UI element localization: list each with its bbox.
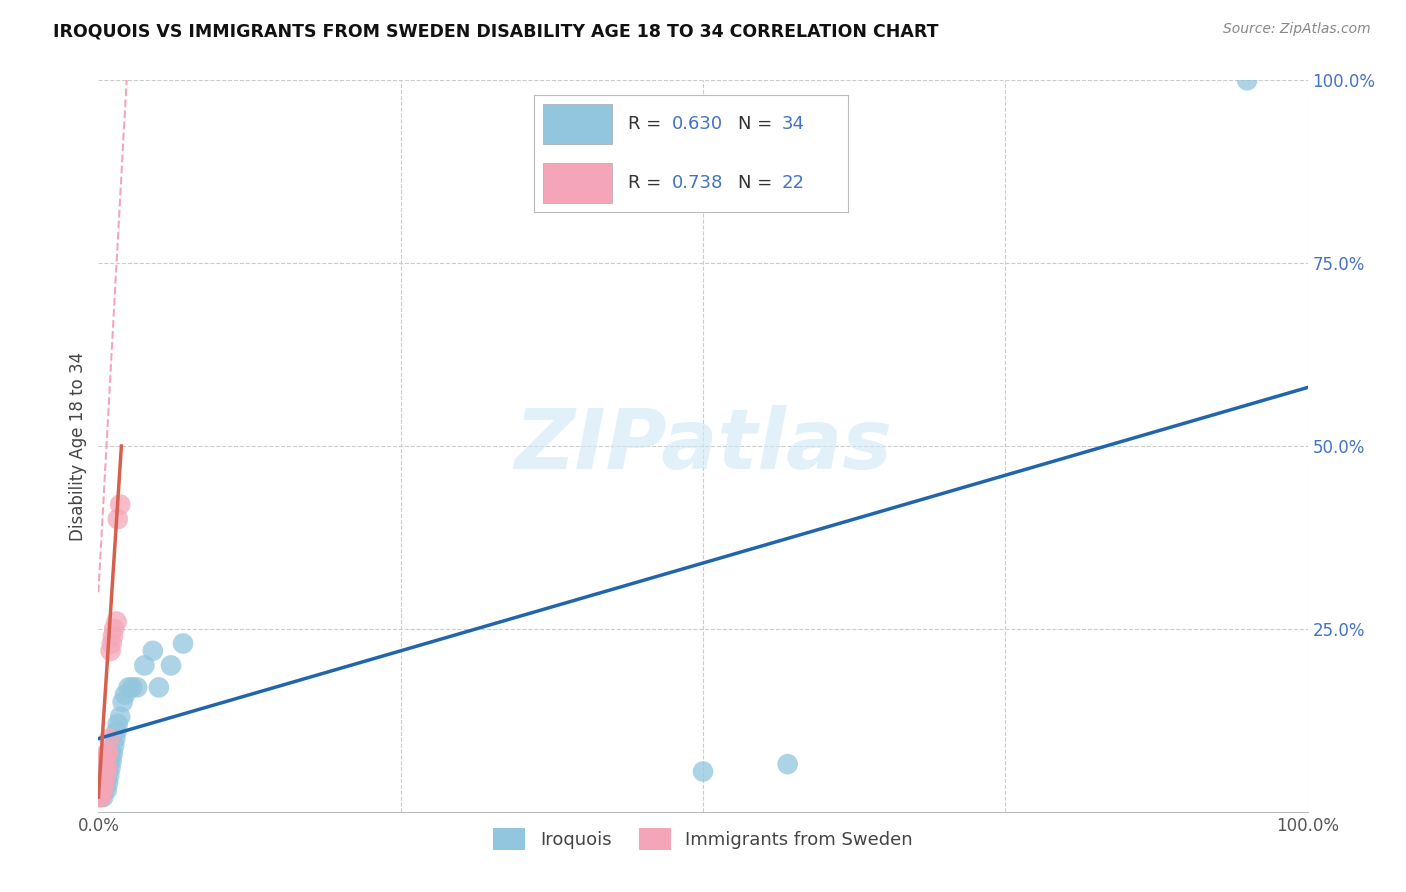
Legend: Iroquois, Immigrants from Sweden: Iroquois, Immigrants from Sweden: [485, 821, 921, 857]
Point: [98, 731, 121, 746]
Point: [692, 764, 714, 779]
Point: [118, 681, 141, 695]
Point: [121, 681, 143, 695]
Point: [160, 658, 183, 673]
Point: [148, 681, 170, 695]
Point: [97, 775, 120, 789]
Point: [142, 644, 165, 658]
Point: [108, 709, 131, 723]
Point: [91, 768, 114, 782]
Point: [94, 768, 117, 782]
Point: [105, 724, 128, 739]
Point: [96, 782, 118, 797]
Point: [94, 754, 117, 768]
Point: [89, 790, 111, 805]
Point: [111, 695, 134, 709]
Point: [101, 629, 124, 643]
Point: [93, 761, 115, 775]
Point: [96, 761, 118, 775]
Point: [90, 790, 112, 805]
Point: [97, 761, 120, 775]
Point: [100, 644, 122, 658]
Point: [100, 761, 122, 775]
Point: [127, 681, 149, 695]
Y-axis label: Disability Age 18 to 34: Disability Age 18 to 34: [69, 351, 87, 541]
Point: [114, 688, 136, 702]
Text: ZIPatlas: ZIPatlas: [515, 406, 891, 486]
Point: [108, 498, 131, 512]
Point: [776, 757, 799, 772]
Point: [172, 636, 194, 650]
Point: [100, 636, 122, 650]
Point: [94, 761, 117, 775]
Point: [134, 658, 156, 673]
Point: [89, 782, 111, 797]
Point: [93, 768, 115, 782]
Point: [91, 782, 114, 797]
Point: [90, 782, 112, 797]
Point: [91, 790, 114, 805]
Point: [91, 782, 114, 797]
Point: [100, 754, 122, 768]
Point: [96, 746, 118, 760]
Point: [105, 615, 128, 629]
Point: [104, 731, 127, 746]
Point: [91, 761, 114, 775]
Point: [96, 768, 118, 782]
Point: [103, 739, 125, 753]
Point: [107, 512, 129, 526]
Point: [103, 622, 125, 636]
Text: Source: ZipAtlas.com: Source: ZipAtlas.com: [1223, 22, 1371, 37]
Point: [91, 782, 114, 797]
Point: [101, 746, 124, 760]
Point: [98, 754, 121, 768]
Point: [98, 768, 121, 782]
Point: [1236, 73, 1258, 87]
Point: [90, 790, 112, 805]
Point: [97, 746, 120, 760]
Point: [100, 746, 122, 760]
Point: [91, 775, 114, 789]
Point: [90, 768, 112, 782]
Point: [93, 775, 115, 789]
Point: [94, 775, 117, 789]
Point: [91, 768, 114, 782]
Point: [93, 782, 115, 797]
Text: IROQUOIS VS IMMIGRANTS FROM SWEDEN DISABILITY AGE 18 TO 34 CORRELATION CHART: IROQUOIS VS IMMIGRANTS FROM SWEDEN DISAB…: [53, 22, 939, 40]
Point: [107, 717, 129, 731]
